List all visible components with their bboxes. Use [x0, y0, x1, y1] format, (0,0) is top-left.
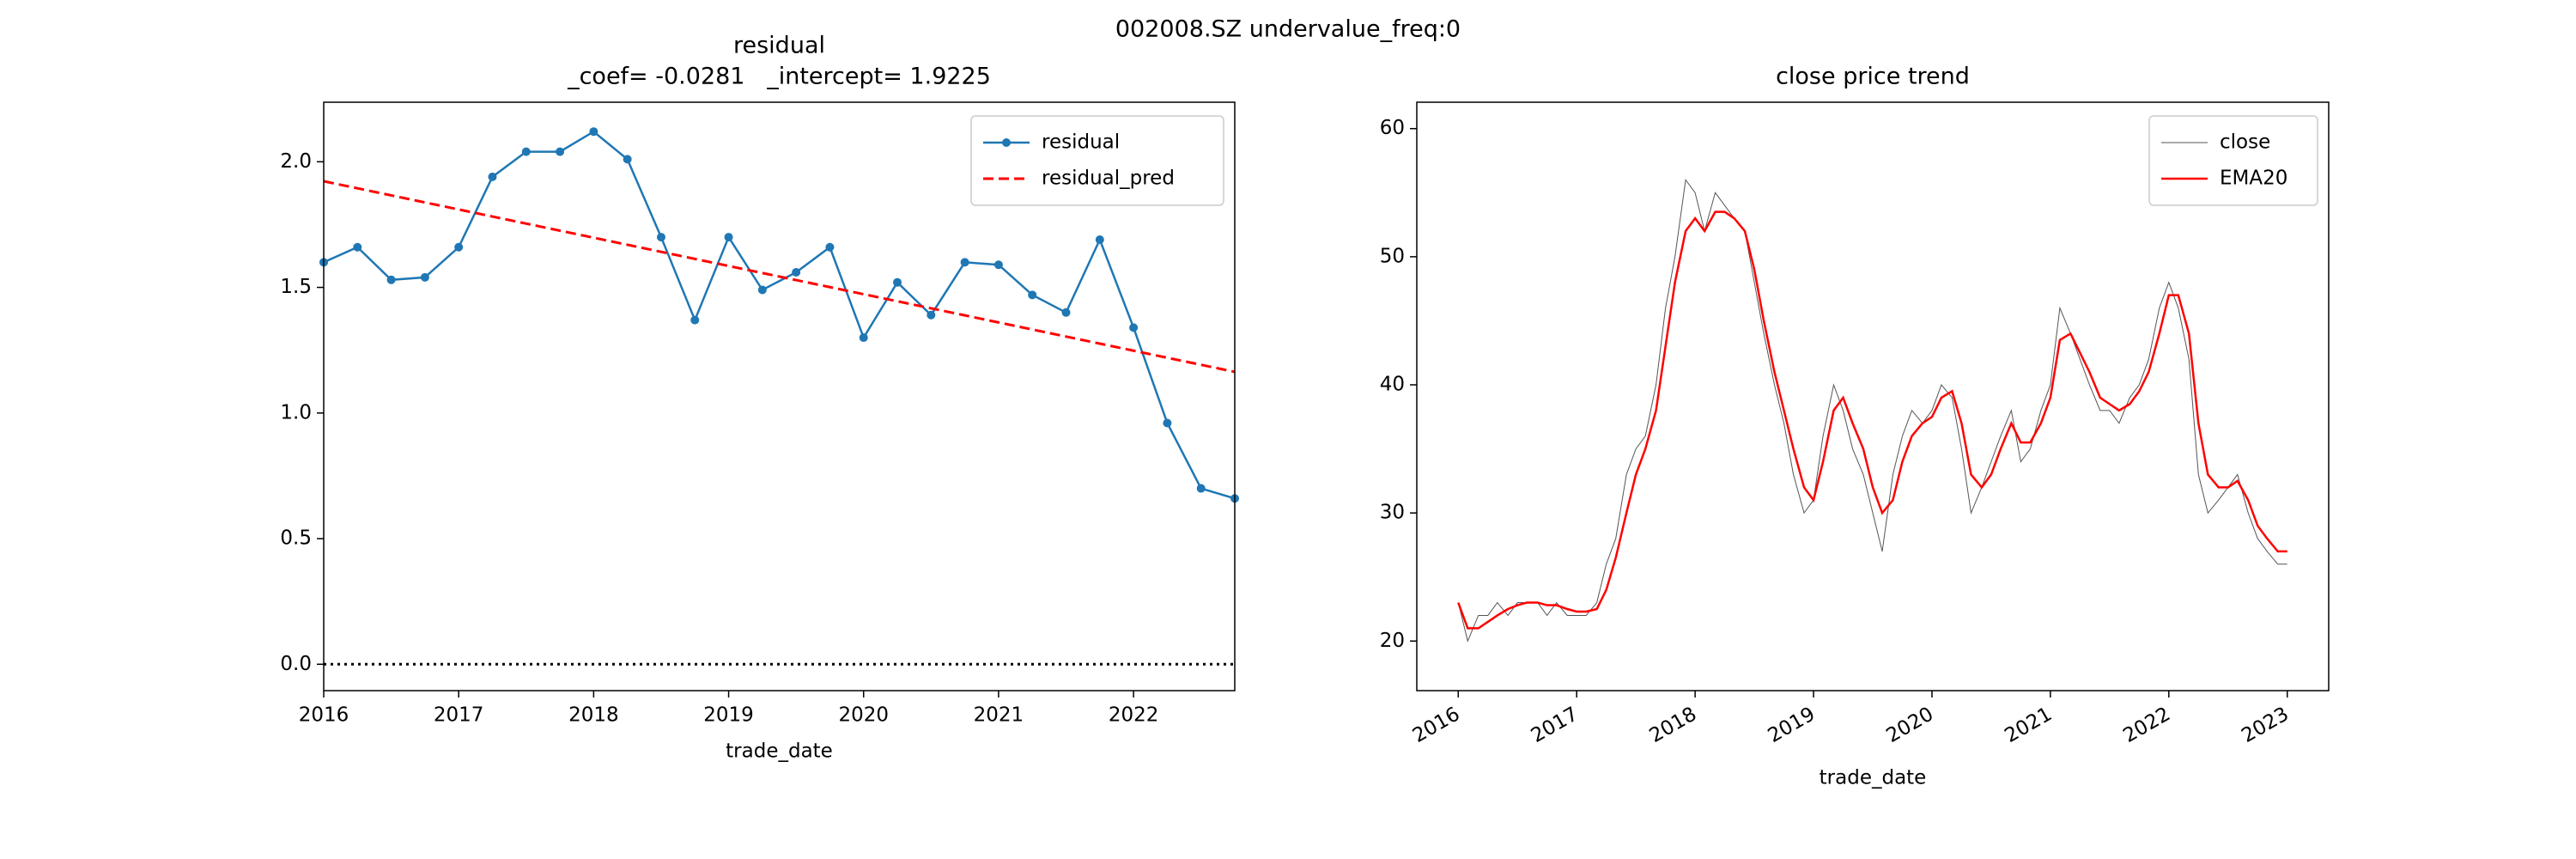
- series-marker: [1095, 235, 1104, 244]
- series-marker: [556, 147, 565, 156]
- x-tick-label: 2016: [1409, 703, 1464, 747]
- series-marker: [1061, 308, 1071, 317]
- series-marker: [454, 242, 464, 252]
- series-marker: [589, 127, 598, 137]
- legend-box: [970, 115, 1224, 206]
- series-marker: [1163, 418, 1172, 428]
- x-tick-label: 2018: [568, 704, 619, 727]
- series-line: [324, 180, 1235, 374]
- x-tick-label: 2022: [2119, 703, 2174, 747]
- series-marker: [521, 147, 531, 156]
- series-marker: [420, 272, 429, 282]
- series-marker: [893, 277, 902, 287]
- x-tick-label: 2018: [1646, 703, 1701, 747]
- series-marker: [690, 315, 700, 325]
- y-tick-label: 0.0: [280, 653, 312, 675]
- series-marker: [859, 333, 868, 343]
- x-axis-label: trade_date: [1820, 767, 1927, 789]
- y-tick-label: 0.5: [280, 527, 312, 550]
- chart-subtitle: _coef= -0.0281 _intercept= 1.9225: [567, 64, 991, 90]
- series-marker: [656, 233, 665, 242]
- series-marker: [488, 172, 497, 181]
- x-tick-label: 2020: [1883, 703, 1938, 747]
- series-marker: [386, 275, 396, 284]
- x-tick-label: 2021: [2001, 703, 2056, 747]
- series-marker: [623, 155, 632, 164]
- chart-title: residual: [733, 33, 825, 59]
- x-tick-label: 2021: [974, 704, 1024, 727]
- legend-label: EMA20: [2220, 168, 2287, 190]
- y-tick-label: 30: [1380, 502, 1405, 524]
- x-axis-label: trade_date: [726, 740, 833, 763]
- x-tick-label: 2019: [703, 704, 754, 727]
- y-tick-label: 40: [1380, 374, 1405, 396]
- series-marker: [1129, 323, 1139, 332]
- x-tick-label: 2020: [838, 704, 889, 727]
- series-marker: [1028, 290, 1037, 300]
- y-tick-label: 1.5: [280, 276, 312, 298]
- series-line: [1457, 179, 2287, 643]
- series-marker: [724, 233, 733, 242]
- y-tick-label: 20: [1380, 630, 1405, 652]
- y-tick-label: 1.0: [280, 401, 312, 423]
- x-tick-label: 2022: [1109, 704, 1159, 727]
- y-tick-label: 2.0: [280, 150, 312, 173]
- series-marker: [993, 260, 1003, 270]
- x-tick-label: 2019: [1765, 703, 1820, 747]
- series-line: [1457, 210, 2287, 630]
- y-tick-label: 60: [1380, 117, 1405, 139]
- axes-frame: [323, 101, 1236, 691]
- x-tick-label: 2016: [299, 704, 349, 727]
- chart-title: close price trend: [1776, 64, 1970, 90]
- series-marker: [960, 258, 969, 267]
- legend-box: [2148, 115, 2318, 206]
- x-tick-label: 2017: [1528, 703, 1583, 747]
- series-marker: [792, 268, 801, 277]
- series-marker: [353, 242, 362, 252]
- series-marker: [1196, 484, 1206, 493]
- series-marker: [927, 310, 936, 320]
- series-marker: [757, 285, 767, 295]
- legend-label: close: [2220, 131, 2270, 154]
- y-tick-label: 50: [1380, 245, 1405, 267]
- legend-label: residual: [1042, 131, 1120, 154]
- legend-marker: [1002, 138, 1011, 147]
- figure-title: 002008.SZ undervalue_freq:0: [1115, 16, 1461, 43]
- legend-label: residual_pred: [1042, 168, 1175, 190]
- x-tick-label: 2017: [434, 704, 484, 727]
- x-tick-label: 2023: [2238, 703, 2293, 747]
- axes-frame: [1416, 101, 2330, 691]
- series-marker: [825, 242, 835, 252]
